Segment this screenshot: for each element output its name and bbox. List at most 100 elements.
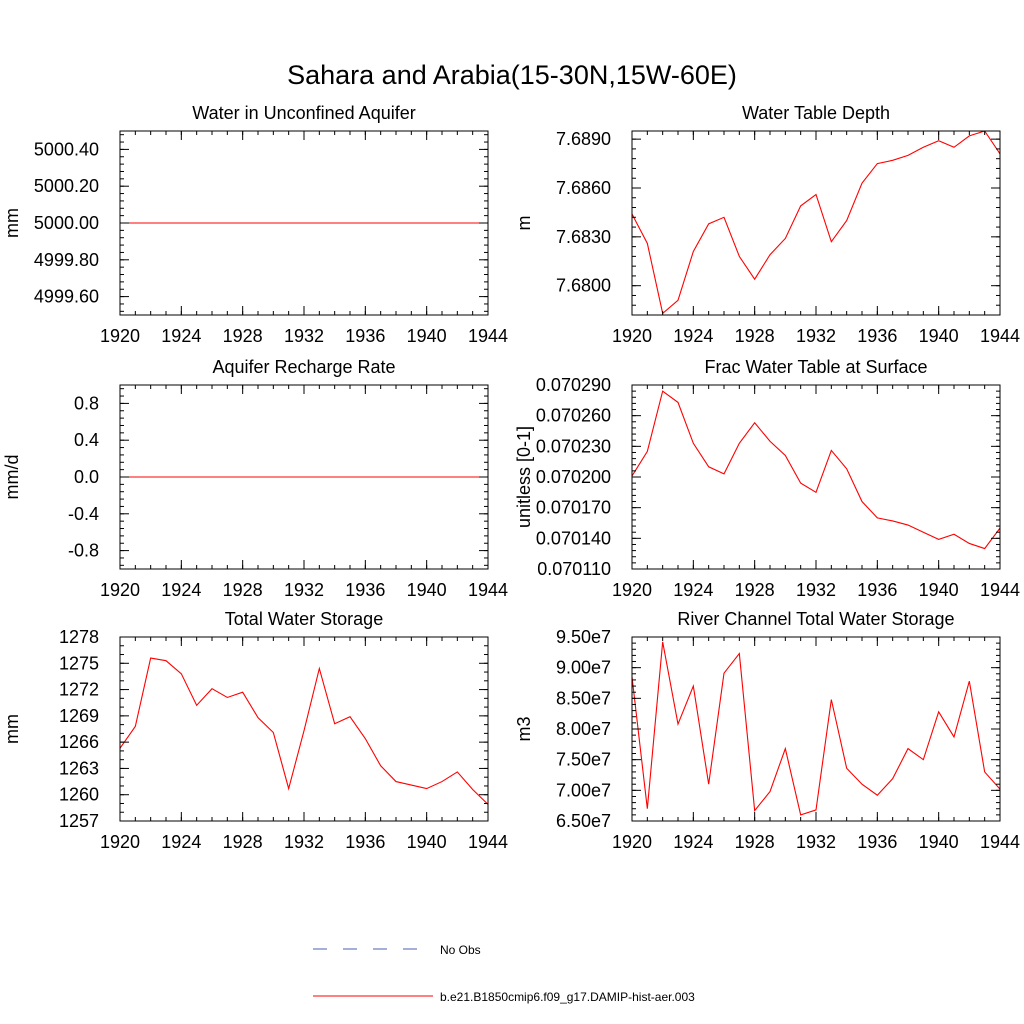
y-tick-label: 7.6890 <box>556 129 611 149</box>
x-tick-label: 1928 <box>735 326 775 346</box>
y-tick-label: 0.070140 <box>536 528 611 548</box>
y-tick-label: 4999.80 <box>34 250 99 270</box>
panel-title: Frac Water Table at Surface <box>704 357 927 377</box>
x-tick-label: 1944 <box>468 580 508 600</box>
x-tick-label: 1940 <box>407 326 447 346</box>
y-tick-label: 7.6860 <box>556 178 611 198</box>
y-tick-label: -0.8 <box>68 541 99 561</box>
y-tick-label: 7.50e7 <box>556 750 611 770</box>
x-tick-label: 1920 <box>612 326 652 346</box>
x-tick-label: 1940 <box>919 580 959 600</box>
y-tick-label: 1275 <box>59 653 99 673</box>
x-tick-label: 1932 <box>284 580 324 600</box>
y-tick-label: 1257 <box>59 811 99 831</box>
y-tick-label: 9.50e7 <box>556 627 611 647</box>
series-line <box>631 390 1001 550</box>
x-tick-label: 1928 <box>735 580 775 600</box>
panel-1: Water in Unconfined Aquifer mm 1920 1924 192… <box>2 103 508 346</box>
x-tick-label: 1936 <box>345 832 385 852</box>
x-tick-label: 1944 <box>468 326 508 346</box>
y-axis-label: m <box>514 216 534 231</box>
x-tick-label: 1928 <box>735 832 775 852</box>
x-tick-label: 1940 <box>919 326 959 346</box>
y-tick-label: 0.070200 <box>536 467 611 487</box>
x-tick-label: 1932 <box>796 832 836 852</box>
x-tick-label: 1936 <box>345 326 385 346</box>
legend: No Obs b.e21.B1850cmip6.f09_g17.DAMIP-hi… <box>313 943 695 1004</box>
x-tick-label: 1940 <box>407 580 447 600</box>
x-tick-label: 1932 <box>796 326 836 346</box>
series-line <box>631 641 1001 816</box>
y-tick-label: 1272 <box>59 680 99 700</box>
panel-title: Water in Unconfined Aquifer <box>192 103 415 123</box>
x-tick-label: 1932 <box>796 580 836 600</box>
panel-5: Total Water Storage mm 1920 1924 1928 1932 193… <box>2 609 508 852</box>
x-tick-label: 1936 <box>857 326 897 346</box>
y-tick-label: 8.00e7 <box>556 719 611 739</box>
x-tick-label: 1920 <box>612 832 652 852</box>
panel-title: Water Table Depth <box>742 103 890 123</box>
x-tick-label: 1924 <box>161 326 201 346</box>
y-axis-label: mm <box>2 208 22 238</box>
panel-3: Aquifer Recharge Rate mm/d 1920 1924 1928 193… <box>2 357 508 600</box>
y-tick-label: 7.6830 <box>556 227 611 247</box>
x-tick-label: 1920 <box>100 326 140 346</box>
panel-title: Aquifer Recharge Rate <box>212 357 395 377</box>
y-tick-label: 9.00e7 <box>556 658 611 678</box>
y-tick-label: 5000.20 <box>34 176 99 196</box>
x-tick-label: 1932 <box>284 832 324 852</box>
y-axis-label: m3 <box>514 716 534 741</box>
x-tick-label: 1944 <box>980 580 1020 600</box>
plot-frame <box>631 130 1001 316</box>
y-tick-label: 1269 <box>59 706 99 726</box>
y-tick-label: 0.4 <box>74 430 99 450</box>
x-tick-label: 1936 <box>857 580 897 600</box>
x-tick-label: 1924 <box>161 832 201 852</box>
y-axis-label: mm/d <box>2 455 22 500</box>
x-tick-label: 1936 <box>857 832 897 852</box>
panel-title: River Channel Total Water Storage <box>677 609 954 629</box>
legend-model-label: b.e21.B1850cmip6.f09_g17.DAMIP-hist-aer.… <box>440 990 695 1004</box>
x-tick-label: 1924 <box>673 832 713 852</box>
plot-frame <box>631 636 1001 822</box>
figure-title: Sahara and Arabia(15-30N,15W-60E) <box>287 60 737 90</box>
x-tick-label: 1920 <box>100 580 140 600</box>
x-tick-label: 1920 <box>612 580 652 600</box>
y-tick-label: 1260 <box>59 785 99 805</box>
y-tick-label: -0.4 <box>68 504 99 524</box>
y-tick-label: 6.50e7 <box>556 811 611 831</box>
x-tick-label: 1944 <box>980 326 1020 346</box>
x-tick-label: 1944 <box>468 832 508 852</box>
y-tick-label: 0.070170 <box>536 498 611 518</box>
y-axis-label: mm <box>2 714 22 744</box>
series-line <box>631 130 1001 315</box>
panel-2: Water Table Depth m 1920 1924 1928 1932 1936 19… <box>514 103 1020 346</box>
x-tick-label: 1924 <box>673 326 713 346</box>
y-tick-label: 0.070260 <box>536 406 611 426</box>
x-tick-label: 1928 <box>223 832 263 852</box>
x-tick-label: 1928 <box>223 580 263 600</box>
legend-obs-label: No Obs <box>440 943 481 957</box>
x-tick-label: 1932 <box>284 326 324 346</box>
y-tick-label: 7.00e7 <box>556 780 611 800</box>
y-tick-label: 8.50e7 <box>556 688 611 708</box>
y-tick-label: 5000.00 <box>34 213 99 233</box>
x-tick-label: 1924 <box>161 580 201 600</box>
x-tick-label: 1924 <box>673 580 713 600</box>
x-tick-label: 1940 <box>919 832 959 852</box>
y-tick-label: 1266 <box>59 732 99 752</box>
x-tick-label: 1936 <box>345 580 385 600</box>
y-tick-label: 4999.60 <box>34 287 99 307</box>
plot-frame <box>631 384 1001 570</box>
y-tick-label: 7.6800 <box>556 276 611 296</box>
y-tick-label: 1278 <box>59 627 99 647</box>
x-tick-label: 1928 <box>223 326 263 346</box>
y-tick-label: 0.070110 <box>537 559 611 579</box>
y-tick-label: 0.0 <box>74 467 99 487</box>
y-tick-label: 1263 <box>59 758 99 778</box>
y-tick-label: 0.070290 <box>536 375 611 395</box>
panels: Water in Unconfined Aquifer mm 1920 1924 192… <box>2 103 1020 852</box>
y-tick-label: 0.070230 <box>536 436 611 456</box>
y-axis-label: unitless [0-1] <box>514 426 534 528</box>
